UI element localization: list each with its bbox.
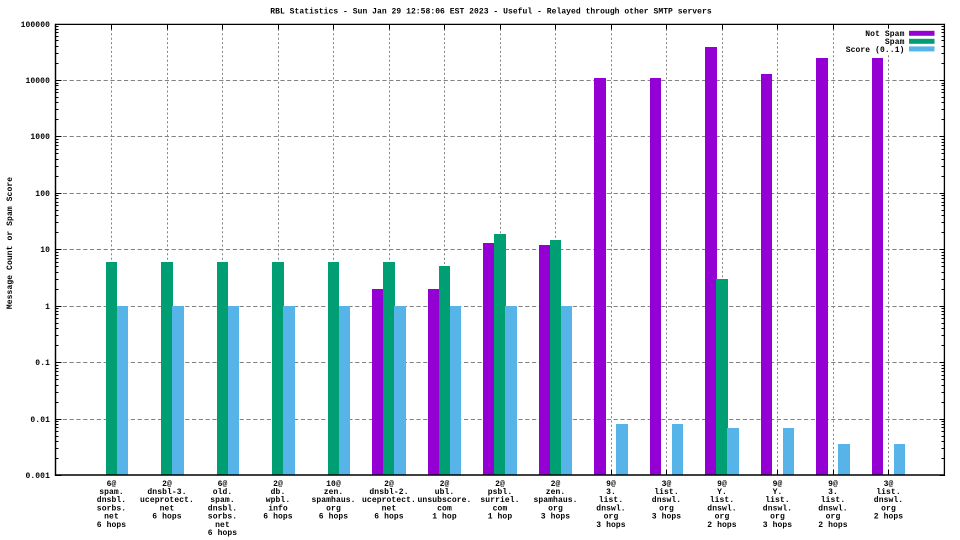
svg-text:Not Spam: Not Spam bbox=[865, 30, 904, 39]
svg-text:10000: 10000 bbox=[25, 77, 50, 86]
svg-text:10: 10 bbox=[40, 246, 50, 255]
svg-text:100: 100 bbox=[35, 190, 50, 199]
svg-text:Message Count or Spam Score: Message Count or Spam Score bbox=[6, 177, 15, 309]
svg-text:0.01: 0.01 bbox=[30, 416, 50, 425]
svg-text:Score (0..1): Score (0..1) bbox=[846, 46, 905, 55]
svg-text:0.1: 0.1 bbox=[35, 359, 50, 368]
svg-text:Spam: Spam bbox=[885, 38, 905, 47]
svg-text:100000: 100000 bbox=[21, 21, 51, 30]
svg-text:1000: 1000 bbox=[30, 133, 50, 142]
svg-text:1: 1 bbox=[45, 303, 50, 312]
svg-text:0.001: 0.001 bbox=[25, 472, 50, 481]
svg-text:RBL Statistics - Sun Jan 29 12: RBL Statistics - Sun Jan 29 12:58:06 EST… bbox=[270, 7, 712, 16]
